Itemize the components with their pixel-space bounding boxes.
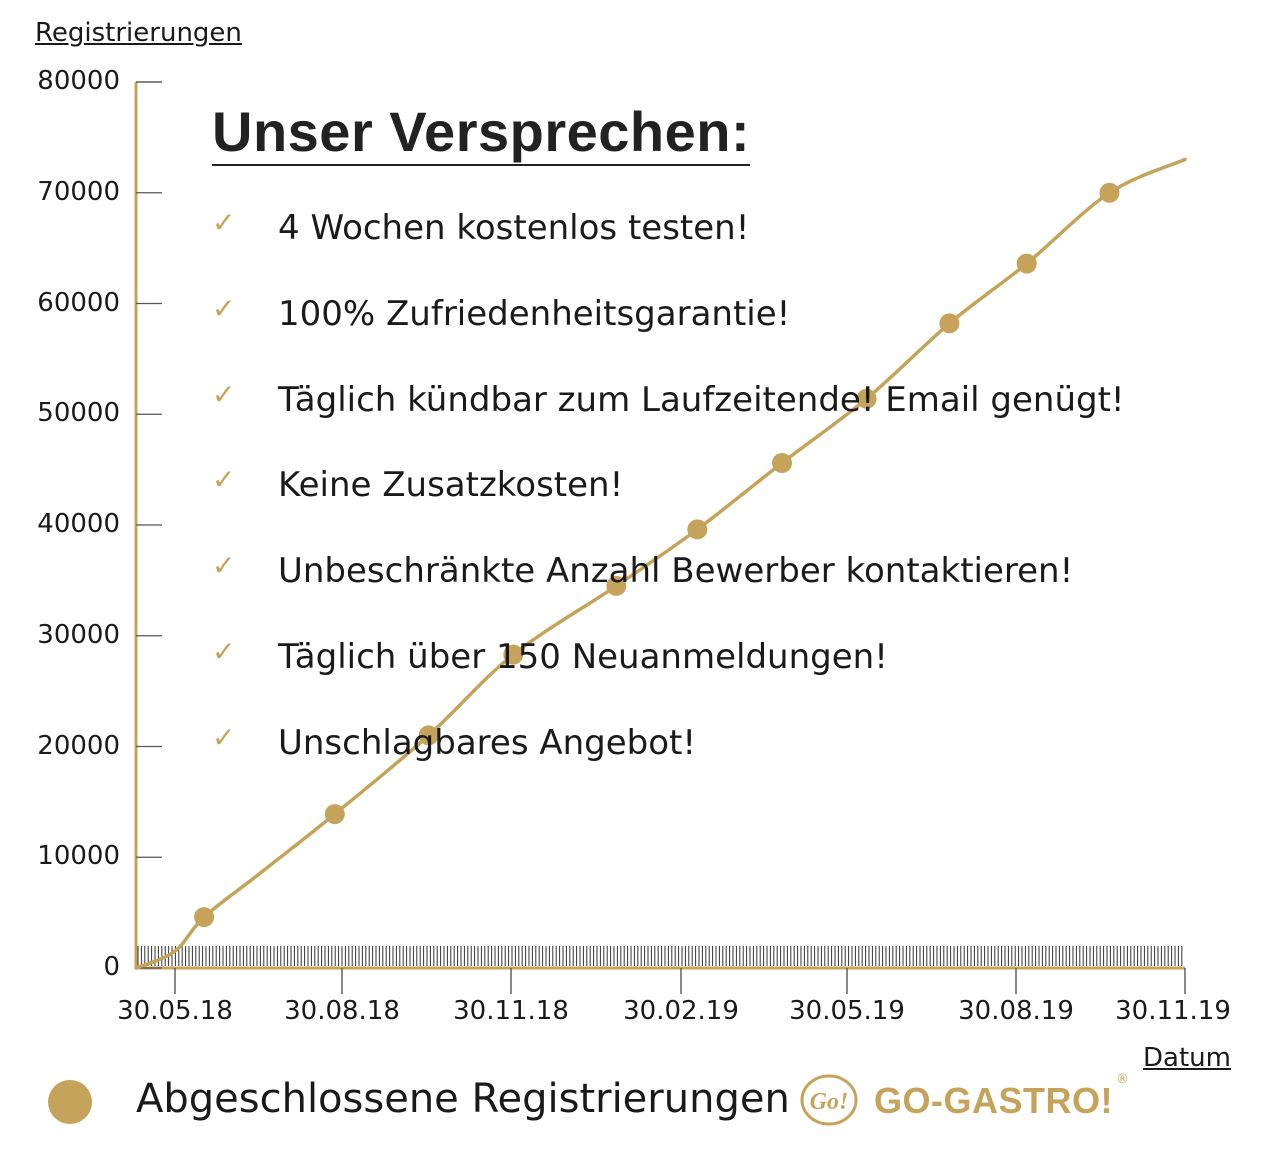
check-icon: ✓ [212,549,236,583]
x-tick-label: 30.02.19 [623,996,739,1026]
promise-item-text: Keine Zusatzkosten! [278,465,624,506]
data-point [418,725,439,746]
y-axis-label: Registrierungen [35,18,242,48]
data-point [1016,253,1037,274]
brand-logo: Go! GO-GASTRO! ® [798,1068,1138,1132]
check-icon: ✓ [212,463,236,497]
promise-item-text: 4 Wochen kostenlos testen! [278,208,750,248]
x-tick-label: 30.11.19 [1115,996,1231,1026]
data-point [324,804,345,825]
data-point [1099,182,1120,203]
check-icon: ✓ [212,720,236,754]
y-tick-label: 80000 [37,66,120,96]
x-tick-label: 30.08.18 [284,996,400,1026]
check-icon: ✓ [212,206,236,239]
series-line [134,157,1187,970]
data-point [194,907,215,928]
y-tick-label: 50000 [37,398,120,429]
legend-marker [48,1080,92,1124]
x-tick-marks [137,946,1186,994]
data-point [687,519,708,540]
promise-item-text: Unschlagbares Angebot! [278,722,696,763]
x-tick-label: 30.08.19 [958,996,1074,1026]
y-tick-label: 60000 [37,287,120,318]
promise-item-text: Täglich kündbar zum Laufzeitende! Email … [278,379,1125,420]
promise-item-text: Unbeschränkte Anzahl Bewerber kontaktier… [278,551,1074,592]
y-tick-label: 70000 [37,176,120,207]
go-logo-icon: Go! [800,1074,858,1126]
data-point [772,453,792,473]
registered-mark: ® [1116,1072,1129,1087]
data-point [503,644,524,665]
promise-title: Unser Versprechen: [212,102,751,166]
x-tick-label: 30.05.19 [789,996,905,1026]
logo-mark-text: Go! [810,1089,849,1115]
brand-name: GO-GASTRO! [874,1080,1113,1121]
y-tick-label: 0 [103,952,120,982]
data-point [606,575,627,596]
check-icon: ✓ [212,377,236,411]
data-point [856,388,877,409]
data-point [939,313,960,334]
check-icon: ✓ [212,634,236,668]
y-tick-label: 40000 [37,509,120,539]
chart-axes [134,81,1185,970]
x-tick-label: 30.11.18 [453,996,569,1026]
promise-item-text: 100% Zufriedenheitsgarantie! [278,293,791,334]
legend-label: Abgeschlossene Registrierungen [136,1076,790,1122]
x-axis-label: Datum [1143,1043,1231,1073]
y-tick-label: 20000 [37,730,120,761]
y-tick-label: 30000 [37,619,120,650]
y-tick-label: 10000 [37,841,120,872]
x-tick-label: 30.05.18 [117,996,233,1026]
check-icon: ✓ [212,291,236,325]
promise-item-text: Täglich über 150 Neuanmeldungen! [278,636,888,677]
series-layer [134,157,1187,970]
